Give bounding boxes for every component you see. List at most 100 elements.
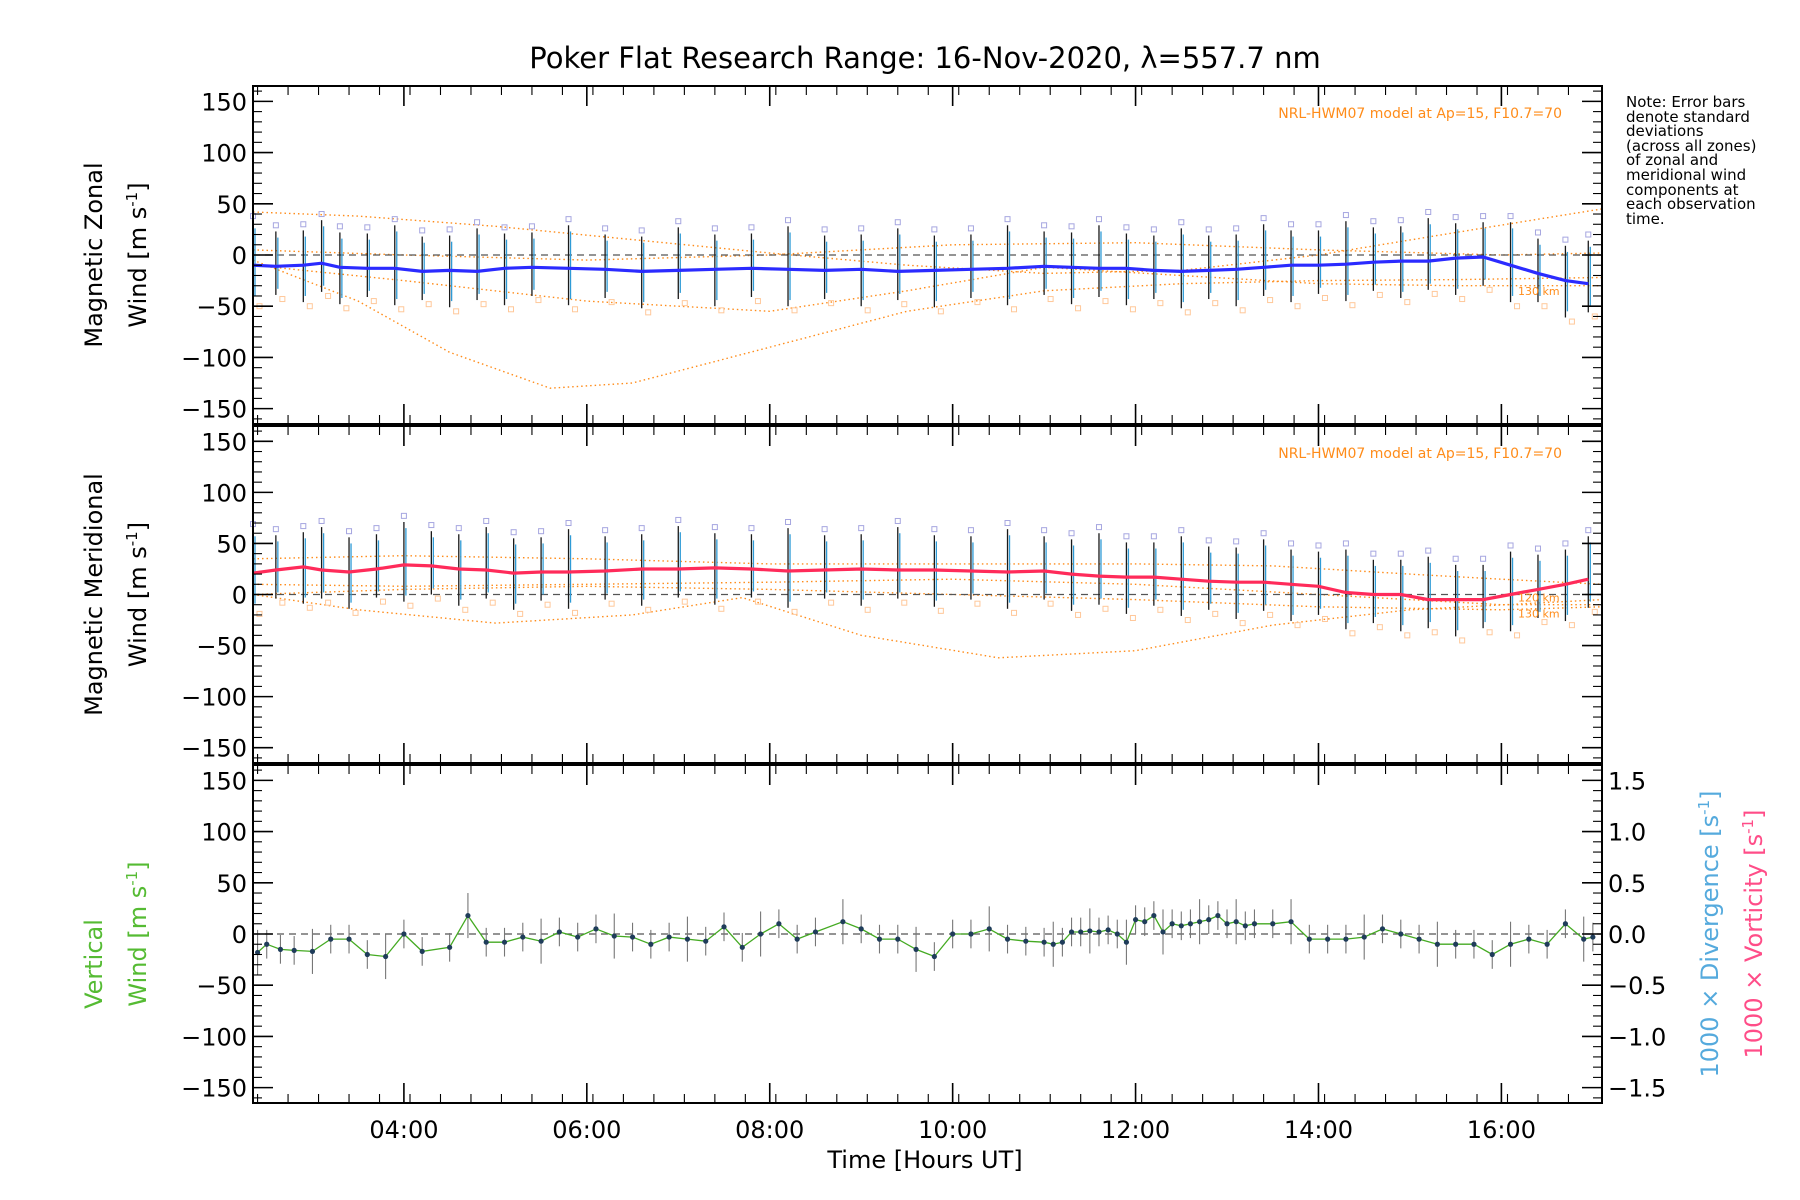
vertical-wind-point [1526,936,1532,942]
zone-marker [1239,307,1246,314]
vertical-wind-point [556,929,562,935]
y-tick-label: 50 [216,870,247,898]
zone-marker [346,528,353,535]
zone-marker [645,606,652,613]
vertical-wind-point [840,919,846,925]
zone-marker [1129,614,1136,621]
y-tick-label: −50 [196,633,247,661]
vertical-wind-point [611,933,617,939]
zone-marker [306,604,313,611]
vertical-wind-point [629,934,636,940]
zone-marker [1585,231,1592,238]
zone-marker [318,211,325,218]
x-tick-label: 14:00 [1284,1116,1353,1144]
y-tick-label: 150 [201,428,247,456]
vertical-wind-point [648,941,654,947]
vertical-wind-point [309,948,316,955]
zone-marker [791,608,798,615]
zone-marker [711,225,718,232]
vertical-wind-point [254,949,261,956]
zonal-wind-panel: NRL-HWM07 model at Ap=15, F10.7=70 130 km… [80,85,1603,425]
vertical-wind-point [1288,919,1294,925]
vertical-wind-point [1270,921,1276,927]
note-line: of zonal and [1626,151,1719,170]
zone-marker [1011,306,1018,313]
zone-marker [1315,221,1322,228]
zone-marker [528,223,535,230]
zone-marker [1004,520,1011,527]
zone-marker [1507,213,1514,220]
zone-marker [480,301,487,308]
model-altitude-label: 130 km [1518,608,1560,621]
zone-marker [1514,303,1521,310]
zone-marker [1376,291,1383,298]
model-curve [252,264,1602,313]
zone-marker [407,602,414,609]
vorticity-axis-label: 1000 × Vorticity [s-1] [1739,810,1768,1059]
zone-marker [1514,632,1521,639]
y-tick-label: −150 [181,1075,247,1103]
zone-marker [272,526,279,533]
zone-marker [272,222,279,229]
zone-marker [608,600,615,607]
vertical-wind-point [684,936,691,942]
zone-marker [1011,609,1018,616]
y-axis-label: Vertical [80,919,108,1009]
zone-marker [1157,606,1164,613]
zone-marker [1321,616,1328,623]
vertical-wind-point [1206,917,1212,923]
zone-marker [1452,214,1459,221]
right-y-tick-label: 0.0 [1608,921,1646,949]
vertical-wind-point [328,936,334,942]
y-tick-label: −50 [196,972,247,1000]
zone-marker [565,520,572,527]
zone-marker [931,526,938,533]
zone-marker [1486,286,1493,293]
vertical-wind-point [1087,928,1093,934]
vertical-wind-point [1068,929,1075,935]
zone-marker [1480,555,1487,562]
zone-marker [1260,530,1267,537]
zone-marker [483,517,490,524]
zone-marker [1404,632,1411,639]
zone-marker [1568,622,1575,629]
zone-marker [1431,290,1438,297]
zone-marker [1541,619,1548,626]
zone-marker [1562,540,1569,547]
zone-marker [608,299,615,306]
zone-marker [1047,296,1054,303]
vertical-wind-point [1489,951,1495,958]
zone-marker [1459,637,1466,644]
zone-marker [858,225,865,232]
zone-marker [1585,527,1592,534]
model-curve [252,578,1602,606]
zone-marker [645,309,652,316]
vertical-wind-point [1224,921,1230,927]
zone-marker [434,595,441,602]
vertical-wind-point [1151,912,1157,919]
zone-marker [718,605,725,612]
vertical-wind-point [1416,936,1422,942]
zone-marker [864,606,871,613]
note-line: (across all zones) [1626,136,1757,155]
zone-marker [1397,217,1404,224]
y-axis-unit-label: Wind [m s-1] [123,182,152,327]
zone-marker [1095,524,1102,531]
zone-marker [501,224,508,231]
vertical-wind-point [264,941,270,947]
zone-marker [1376,624,1383,631]
vertical-wind-point [1581,936,1587,942]
vertical-wind-point [465,912,471,919]
vertical-wind-point [419,948,425,955]
zone-marker [1123,224,1130,231]
y-tick-label: 100 [201,479,247,507]
zone-marker [1205,537,1212,544]
note-line: each observation [1626,195,1756,214]
zone-marker [1041,527,1048,534]
vertical-wind-point [1544,941,1550,947]
zone-marker [256,610,263,617]
vertical-wind-point [1160,929,1166,935]
vertical-wind-point [1196,919,1203,925]
note-line: time. [1626,209,1665,228]
zone-marker [1102,605,1109,612]
